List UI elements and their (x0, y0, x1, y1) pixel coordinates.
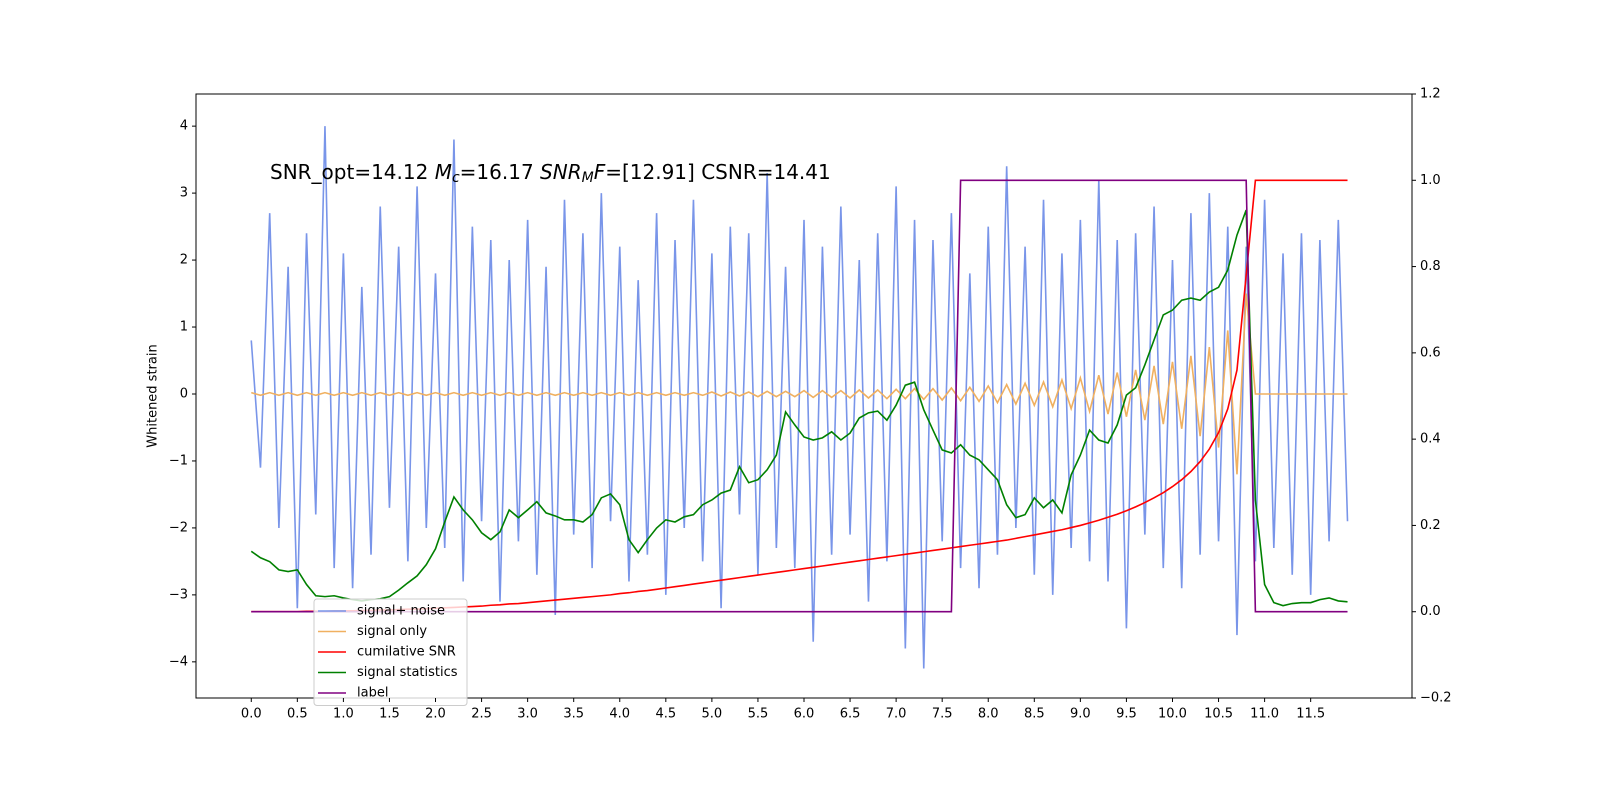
series-line (251, 293, 1348, 475)
y2-tick-label: 1.2 (1420, 87, 1441, 102)
legend-label: label (357, 686, 388, 701)
annotation: SNR_opt=14.12 Mc=16.17 SNRMF=[12.91] CSN… (270, 160, 831, 187)
x-tick-label: 1.5 (379, 707, 400, 722)
x-tick-label: 9.0 (1070, 707, 1091, 722)
annotation-part: M (582, 170, 594, 186)
legend-box (313, 598, 468, 706)
annotation-part: M (435, 160, 452, 184)
legend: signal+ noise signal only cumilative SNR si… (313, 598, 468, 706)
y-tick-label: −3 (169, 587, 188, 602)
legend-label: cumilative SNR (357, 645, 456, 660)
annotation-part: SNR_opt=14.12 (270, 160, 435, 184)
x-tick-label: 2.5 (471, 707, 492, 722)
x-tick-label: 7.5 (932, 707, 953, 722)
x-tick-label: 3.5 (563, 707, 584, 722)
y-axis-label: Whitened strain (146, 344, 161, 447)
x-tick-label: 2.0 (425, 707, 446, 722)
x-tick-label: 8.0 (978, 707, 999, 722)
annotation-part: SNR (540, 160, 582, 184)
x-tick-label: 11.0 (1250, 707, 1279, 722)
y2-tick-label: 0.2 (1420, 518, 1441, 533)
y2-tick-label: −0.2 (1420, 691, 1452, 706)
annotation-part: c (452, 170, 460, 186)
y2-tick-label: 1.0 (1420, 173, 1441, 188)
x-tick-label: 9.5 (1116, 707, 1137, 722)
legend-label: signal+ noise (357, 604, 445, 619)
y-tick-label: 4 (180, 119, 188, 134)
y-tick-label: 2 (180, 253, 188, 268)
x-tick-label: 5.5 (748, 707, 769, 722)
annotation-part: F (594, 160, 606, 184)
x-tick-label: 4.0 (609, 707, 630, 722)
y-tick-label: 3 (180, 186, 188, 201)
y-tick-label: −2 (169, 520, 188, 535)
y-tick-label: 0 (180, 386, 188, 401)
y-tick-label: 1 (180, 320, 188, 335)
y-tick-label: −4 (169, 654, 188, 669)
x-tick-label: 0.0 (241, 707, 262, 722)
plot-area (250, 126, 1349, 669)
x-tick-label: 6.5 (840, 707, 861, 722)
annotation-part: =[12.91] CSNR=14.41 (605, 160, 831, 184)
legend-label: signal statistics (357, 665, 458, 680)
y-tick-label: −1 (169, 453, 188, 468)
y2-tick-label: 0.4 (1420, 432, 1441, 447)
series-line (250, 126, 1349, 669)
x-tick-label: 4.5 (655, 707, 676, 722)
y2-tick-label: 0.8 (1420, 259, 1441, 274)
x-tick-label: 10.0 (1158, 707, 1187, 722)
x-tick-label: 5.0 (702, 707, 723, 722)
x-tick-label: 1.0 (333, 707, 354, 722)
x-tick-label: 11.5 (1296, 707, 1325, 722)
annotation-part: =16.17 (460, 160, 540, 184)
x-tick-label: 7.0 (886, 707, 907, 722)
x-tick-label: 0.5 (287, 707, 308, 722)
series-line (250, 209, 1348, 607)
y2-tick-label: 0.0 (1420, 604, 1441, 619)
x-tick-label: 3.0 (517, 707, 538, 722)
legend-label: signal only (357, 624, 427, 639)
x-tick-label: 10.5 (1204, 707, 1233, 722)
x-tick-label: 8.5 (1024, 707, 1045, 722)
y2-tick-label: 0.6 (1420, 345, 1441, 360)
x-tick-label: 6.0 (794, 707, 815, 722)
